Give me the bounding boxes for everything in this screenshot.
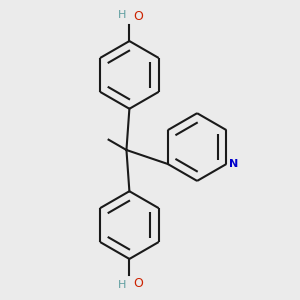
Text: O: O: [133, 277, 143, 290]
Text: H: H: [118, 280, 126, 290]
Text: N: N: [230, 159, 238, 169]
Text: H: H: [118, 10, 126, 20]
Text: O: O: [133, 11, 143, 23]
